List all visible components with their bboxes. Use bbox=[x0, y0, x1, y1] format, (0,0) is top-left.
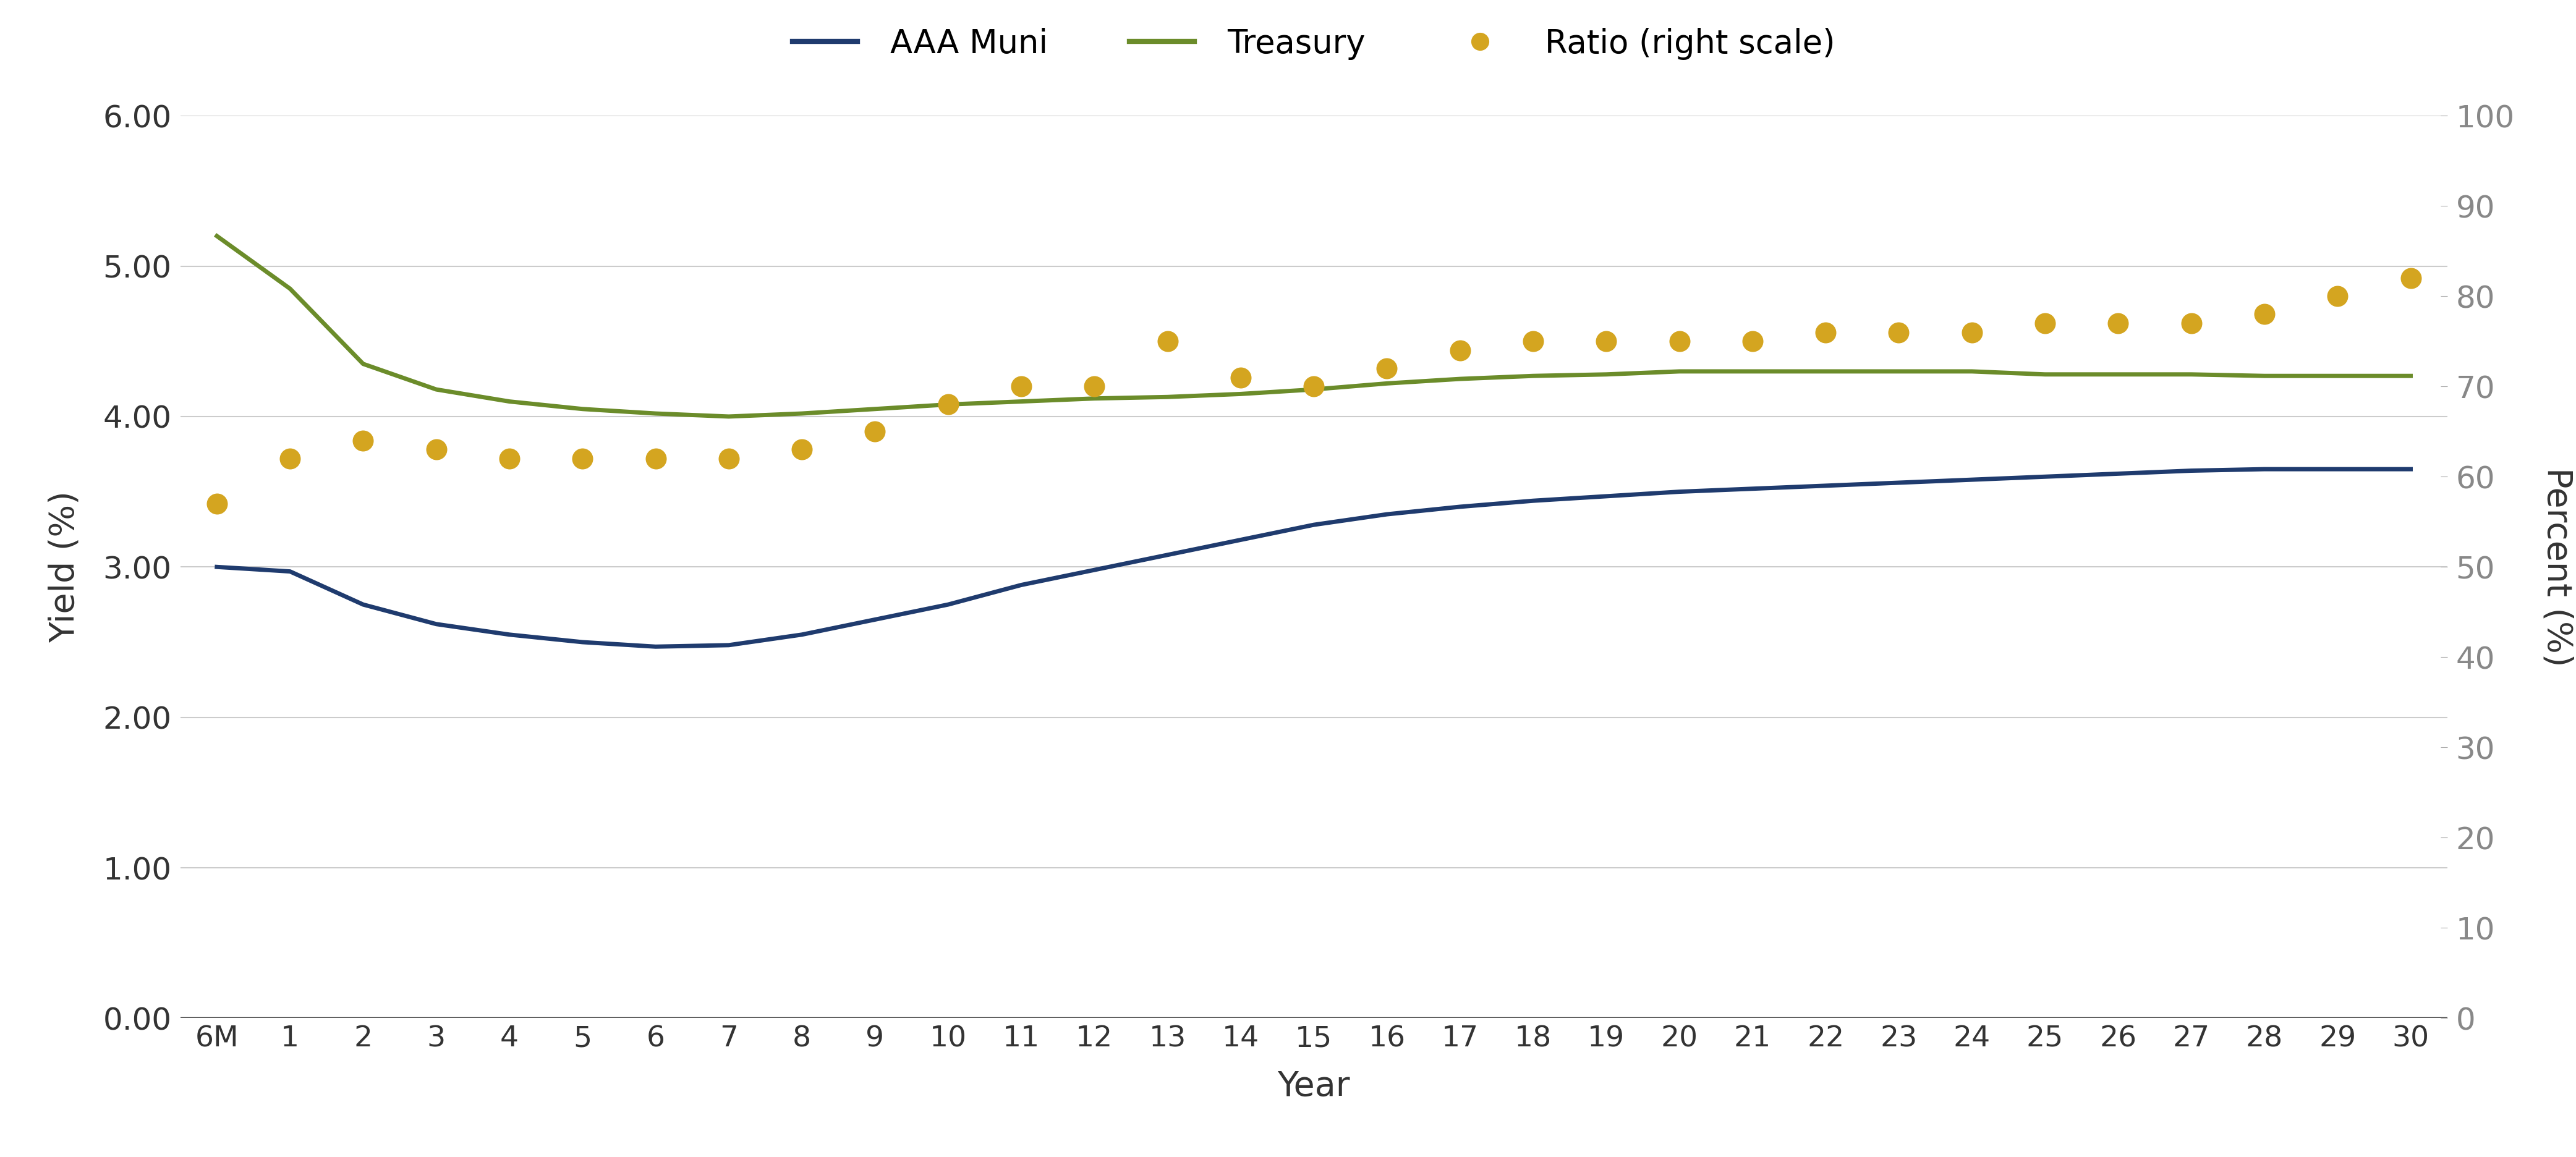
Point bbox=[2391, 268, 2432, 287]
Point bbox=[562, 449, 603, 467]
Point bbox=[1146, 332, 1188, 351]
Point bbox=[1293, 377, 1334, 396]
Point bbox=[2025, 314, 2066, 332]
Point bbox=[2172, 314, 2213, 332]
Point bbox=[1512, 332, 1553, 351]
Point bbox=[1806, 323, 1847, 341]
Legend: AAA Muni, Treasury, Ratio (right scale): AAA Muni, Treasury, Ratio (right scale) bbox=[778, 15, 1850, 73]
Point bbox=[1587, 332, 1628, 351]
Point bbox=[1074, 377, 1115, 396]
Point bbox=[1440, 341, 1481, 360]
Point bbox=[855, 422, 896, 441]
Point bbox=[999, 377, 1041, 396]
Point bbox=[1950, 323, 1991, 341]
Point bbox=[1659, 332, 1700, 351]
X-axis label: Year: Year bbox=[1278, 1070, 1350, 1104]
Point bbox=[708, 449, 750, 467]
Point bbox=[927, 396, 969, 414]
Point bbox=[636, 449, 677, 467]
Point bbox=[415, 441, 456, 459]
Point bbox=[343, 432, 384, 450]
Point bbox=[196, 494, 237, 513]
Point bbox=[781, 441, 822, 459]
Point bbox=[1365, 359, 1406, 377]
Point bbox=[489, 449, 531, 467]
Point bbox=[1878, 323, 1919, 341]
Point bbox=[270, 449, 312, 467]
Point bbox=[2097, 314, 2138, 332]
Point bbox=[1221, 368, 1262, 386]
Y-axis label: Percent (%): Percent (%) bbox=[2540, 467, 2573, 666]
Y-axis label: Yield (%): Yield (%) bbox=[49, 491, 82, 643]
Point bbox=[2316, 287, 2357, 305]
Point bbox=[2244, 305, 2285, 324]
Point bbox=[1731, 332, 1772, 351]
